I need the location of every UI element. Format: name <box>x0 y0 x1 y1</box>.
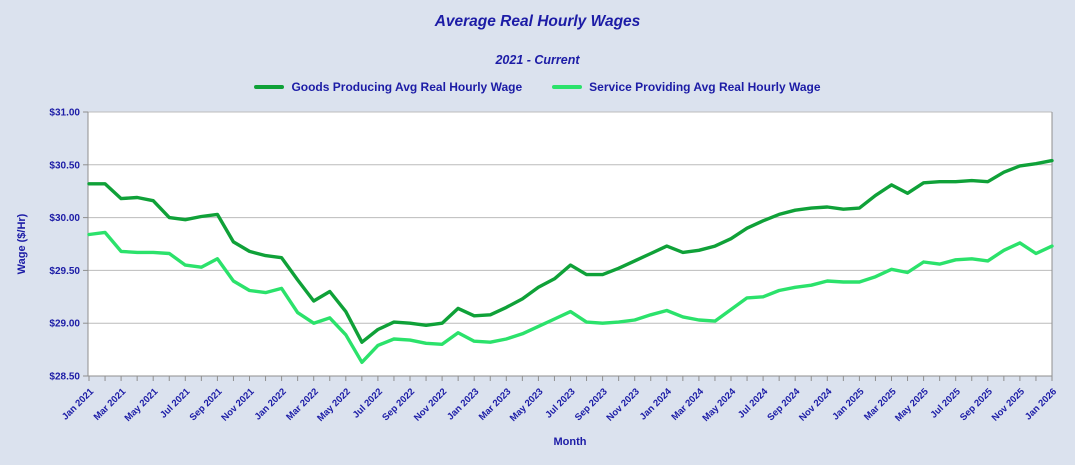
x-tick-label: Nov 2024 <box>797 386 835 424</box>
x-tick-label: Jan 2022 <box>253 386 289 422</box>
x-tick-label: Jan 2026 <box>1023 386 1059 422</box>
y-tick-label: $31.00 <box>49 108 80 119</box>
x-tick-label: Sep 2021 <box>188 386 225 423</box>
legend-label-goods: Goods Producing Avg Real Hourly Wage <box>291 80 523 94</box>
chart-subtitle: 2021 - Current <box>495 53 580 67</box>
legend: Goods Producing Avg Real Hourly Wage Ser… <box>0 80 1075 94</box>
service-line <box>87 230 1054 364</box>
x-tick-label: Sep 2023 <box>573 386 610 423</box>
x-tick-label: May 2021 <box>123 386 161 424</box>
x-tick-label: Sep 2024 <box>765 386 802 423</box>
legend-label-service: Service Providing Avg Real Hourly Wage <box>589 80 821 94</box>
x-tick-label: Nov 2021 <box>219 386 257 424</box>
x-tick-label: May 2023 <box>508 386 546 424</box>
y-axis-title: Wage ($/Hr) <box>16 213 28 275</box>
x-tick-label: Jan 2021 <box>60 386 97 423</box>
legend-item-service: Service Providing Avg Real Hourly Wage <box>552 80 821 94</box>
x-tick-label: May 2024 <box>700 386 738 424</box>
x-tick-label: Sep 2022 <box>380 386 417 423</box>
y-tick-label: $30.50 <box>49 160 80 171</box>
plot-area <box>88 112 1052 376</box>
x-tick-label: Nov 2025 <box>990 386 1028 424</box>
x-tick-label: Nov 2022 <box>412 386 449 423</box>
y-tick-label: $30.00 <box>49 213 80 224</box>
legend-item-goods: Goods Producing Avg Real Hourly Wage <box>254 80 522 94</box>
x-tick-label: Sep 2025 <box>958 386 995 423</box>
y-tick-label: $29.00 <box>49 319 80 330</box>
goods-line <box>87 158 1054 344</box>
y-tick-label: $28.50 <box>49 372 80 383</box>
x-tick-label: May 2025 <box>893 386 931 424</box>
chart-title: Average Real Hourly Wages <box>434 13 641 30</box>
goods-line-swatch <box>254 85 285 89</box>
y-tick-label: $29.50 <box>49 266 80 277</box>
service-line-swatch <box>552 85 583 89</box>
x-tick-label: Jan 2023 <box>445 386 481 422</box>
x-axis-title: Month <box>553 436 587 448</box>
x-tick-label: May 2022 <box>315 386 353 424</box>
x-tick-label: Nov 2023 <box>605 386 642 423</box>
x-tick-label: Jan 2024 <box>638 386 675 423</box>
x-tick-label: Jan 2025 <box>830 386 867 423</box>
